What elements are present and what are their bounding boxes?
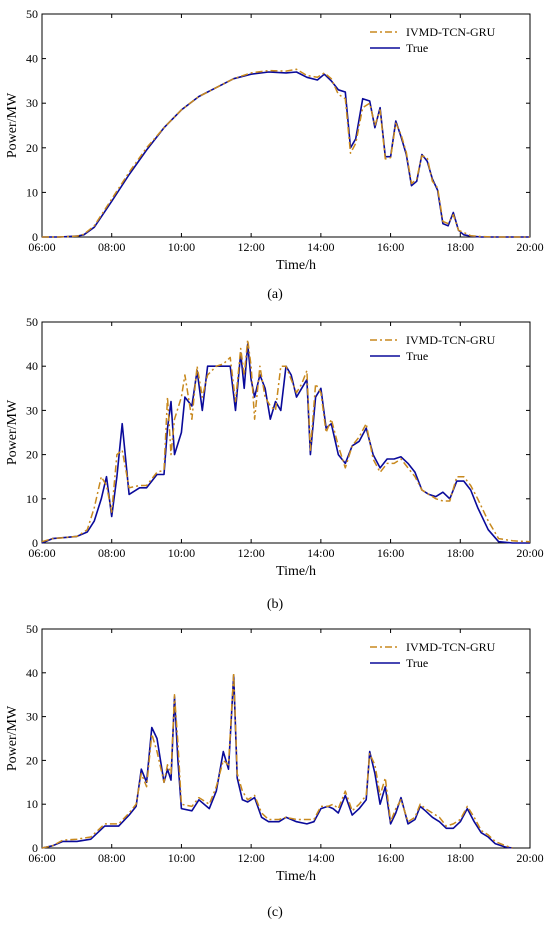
plot-frame (41, 628, 531, 849)
y-tick-label: 10 (26, 185, 38, 199)
y-tick-label: 50 (26, 315, 38, 329)
series-line-true (42, 71, 530, 238)
y-tick-label: 30 (26, 710, 38, 724)
y-axis-label: Power/MW (5, 705, 20, 771)
y-tick-label: 0 (32, 230, 38, 244)
x-tick-label: 12:00 (237, 240, 264, 254)
x-tick-label: 06:00 (28, 851, 55, 865)
x-tick-label: 06:00 (28, 240, 55, 254)
x-tick-label: 16:00 (377, 851, 404, 865)
legend-label: True (406, 656, 428, 670)
y-tick-label: 40 (26, 359, 38, 373)
x-tick-label: 06:00 (28, 546, 55, 560)
x-tick-label: 16:00 (377, 240, 404, 254)
x-tick-label: 20:00 (516, 546, 543, 560)
y-tick-label: 10 (26, 492, 38, 506)
series-line-predicted (41, 672, 513, 849)
y-tick-label: 0 (32, 841, 38, 855)
series-line-true (41, 674, 513, 849)
y-tick-label: 40 (26, 52, 38, 66)
x-tick-label: 14:00 (307, 546, 334, 560)
y-tick-label: 20 (26, 448, 38, 462)
y-tick-label: 40 (26, 666, 38, 680)
y-axis-label: Power/MW (5, 92, 20, 158)
panel-label-a: (a) (267, 287, 283, 302)
x-tick-label: 10:00 (168, 240, 195, 254)
x-axis-label: Time/h (276, 869, 316, 884)
series-line-true (41, 343, 530, 544)
y-tick-label: 50 (26, 622, 38, 636)
y-tick-label: 0 (32, 536, 38, 550)
x-tick-label: 12:00 (237, 546, 264, 560)
panel-label-b: (b) (266, 597, 284, 612)
x-tick-label: 20:00 (516, 240, 543, 254)
y-tick-label: 20 (26, 141, 38, 155)
y-tick-label: 50 (26, 7, 38, 21)
legend-label: IVMD-TCN-GRU (406, 333, 496, 347)
y-axis-label: Power/MW (5, 399, 20, 465)
x-tick-label: 14:00 (307, 240, 334, 254)
y-tick-label: 30 (26, 403, 38, 417)
panel-label-c: (c) (267, 905, 283, 920)
plot-frame (41, 13, 531, 238)
x-axis-label: Time/h (276, 564, 316, 579)
series-line-predicted (41, 338, 531, 543)
chart-panel-2: 0 10 20 30 40 50 06:00 08:00 10:00 12:00 14:00 16:0… (5, 315, 544, 579)
y-tick-label: 20 (26, 753, 38, 767)
x-tick-label: 10:00 (168, 546, 195, 560)
x-tick-label: 08:00 (98, 240, 125, 254)
x-tick-label: 10:00 (168, 851, 195, 865)
y-tick-label: 10 (26, 797, 38, 811)
x-tick-label: 20:00 (516, 851, 543, 865)
x-tick-label: 08:00 (98, 851, 125, 865)
x-tick-label: 18:00 (447, 851, 474, 865)
plot-frame (41, 321, 531, 544)
legend-label: IVMD-TCN-GRU (406, 25, 496, 39)
y-tick-label: 30 (26, 96, 38, 110)
x-tick-label: 18:00 (447, 546, 474, 560)
x-tick-label: 14:00 (307, 851, 334, 865)
x-tick-label: 18:00 (447, 240, 474, 254)
legend-label: True (406, 349, 428, 363)
chart-panel-3: 0 10 20 30 40 50 06:00 08:00 10:00 12:00 14:00 16:0… (5, 622, 544, 884)
legend-label: True (406, 41, 428, 55)
x-tick-label: 08:00 (98, 546, 125, 560)
x-tick-label: 16:00 (377, 546, 404, 560)
legend-label: IVMD-TCN-GRU (406, 640, 496, 654)
x-tick-label: 12:00 (237, 851, 264, 865)
x-axis-label: Time/h (276, 258, 316, 273)
series-line-predicted (42, 68, 530, 238)
chart-panel-1: 0 10 20 30 40 50 06:00 08:00 10:00 12:00 14:00 16:0… (5, 7, 544, 273)
